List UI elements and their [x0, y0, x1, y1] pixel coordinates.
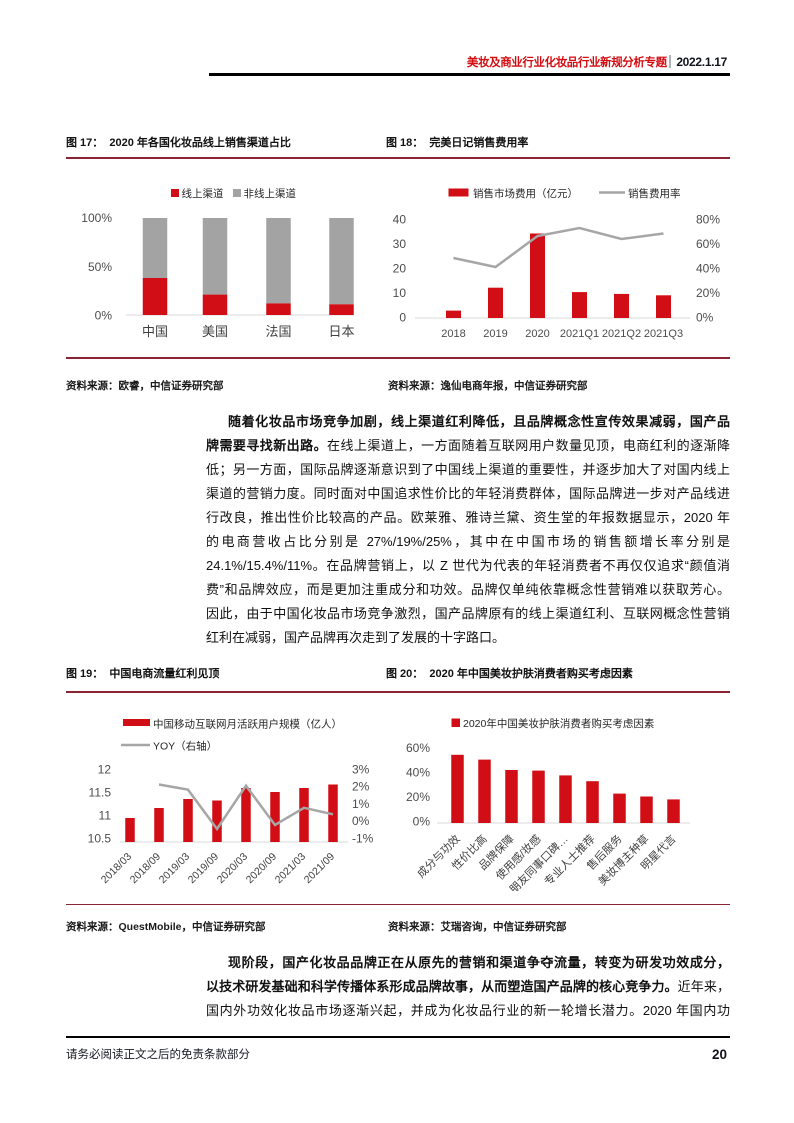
svg-text:2019/03: 2019/03 — [157, 851, 192, 886]
svg-text:销售市场费用（亿元）: 销售市场费用（亿元） — [473, 187, 578, 200]
svg-text:20%: 20% — [406, 790, 430, 804]
svg-text:0%: 0% — [413, 814, 431, 828]
svg-text:2021Q2: 2021Q2 — [602, 328, 641, 340]
svg-text:80%: 80% — [696, 212, 720, 226]
svg-text:2018: 2018 — [441, 328, 465, 340]
svg-text:0%: 0% — [696, 310, 714, 324]
svg-text:2018/03: 2018/03 — [99, 851, 134, 886]
svg-text:40%: 40% — [696, 261, 720, 275]
svg-text:2020年中国美妆护肤消费者购买考虑因素: 2020年中国美妆护肤消费者购买考虑因素 — [463, 717, 654, 730]
svg-text:2020: 2020 — [525, 328, 549, 340]
svg-text:2021Q1: 2021Q1 — [560, 328, 599, 340]
svg-text:非线上渠道: 非线上渠道 — [244, 187, 297, 200]
svg-text:2019/09: 2019/09 — [186, 851, 221, 886]
svg-text:30: 30 — [393, 237, 407, 251]
svg-text:YOY（右轴）: YOY（右轴） — [153, 740, 217, 753]
svg-text:10.5: 10.5 — [88, 831, 112, 845]
svg-text:2020/09: 2020/09 — [244, 851, 279, 886]
svg-text:2019: 2019 — [483, 328, 507, 340]
svg-text:2021Q3: 2021Q3 — [644, 328, 683, 340]
svg-text:40%: 40% — [406, 765, 430, 779]
svg-text:50%: 50% — [88, 260, 112, 274]
svg-text:11.5: 11.5 — [89, 785, 112, 799]
svg-text:60%: 60% — [406, 741, 430, 755]
svg-text:2021/03: 2021/03 — [273, 851, 308, 886]
svg-text:20%: 20% — [696, 286, 720, 300]
svg-text:中国: 中国 — [142, 324, 168, 339]
svg-text:2020/03: 2020/03 — [215, 851, 250, 886]
svg-text:法国: 法国 — [265, 324, 291, 339]
svg-text:1%: 1% — [352, 797, 370, 811]
svg-text:2%: 2% — [352, 780, 370, 794]
svg-text:20: 20 — [393, 261, 407, 275]
svg-text:60%: 60% — [696, 237, 720, 251]
svg-text:0%: 0% — [352, 814, 370, 828]
svg-text:销售费用率: 销售费用率 — [628, 187, 681, 200]
svg-text:成分与功效: 成分与功效 — [414, 832, 463, 881]
svg-text:3%: 3% — [352, 762, 370, 776]
svg-text:美国: 美国 — [202, 324, 228, 339]
svg-text:2021/09: 2021/09 — [302, 851, 337, 886]
svg-text:0%: 0% — [95, 308, 113, 322]
svg-text:11: 11 — [99, 808, 112, 822]
svg-text:中国移动互联网月活跃用户规模（亿人）: 中国移动互联网月活跃用户规模（亿人） — [153, 718, 342, 731]
svg-text:-1%: -1% — [352, 831, 374, 845]
svg-text:100%: 100% — [81, 211, 112, 225]
svg-text:10: 10 — [393, 286, 407, 300]
svg-text:12: 12 — [98, 762, 112, 776]
svg-text:日本: 日本 — [328, 324, 354, 339]
svg-text:2018/09: 2018/09 — [128, 851, 163, 886]
svg-text:线上渠道: 线上渠道 — [182, 187, 224, 200]
svg-text:40: 40 — [393, 212, 407, 226]
svg-text:0: 0 — [399, 310, 406, 324]
